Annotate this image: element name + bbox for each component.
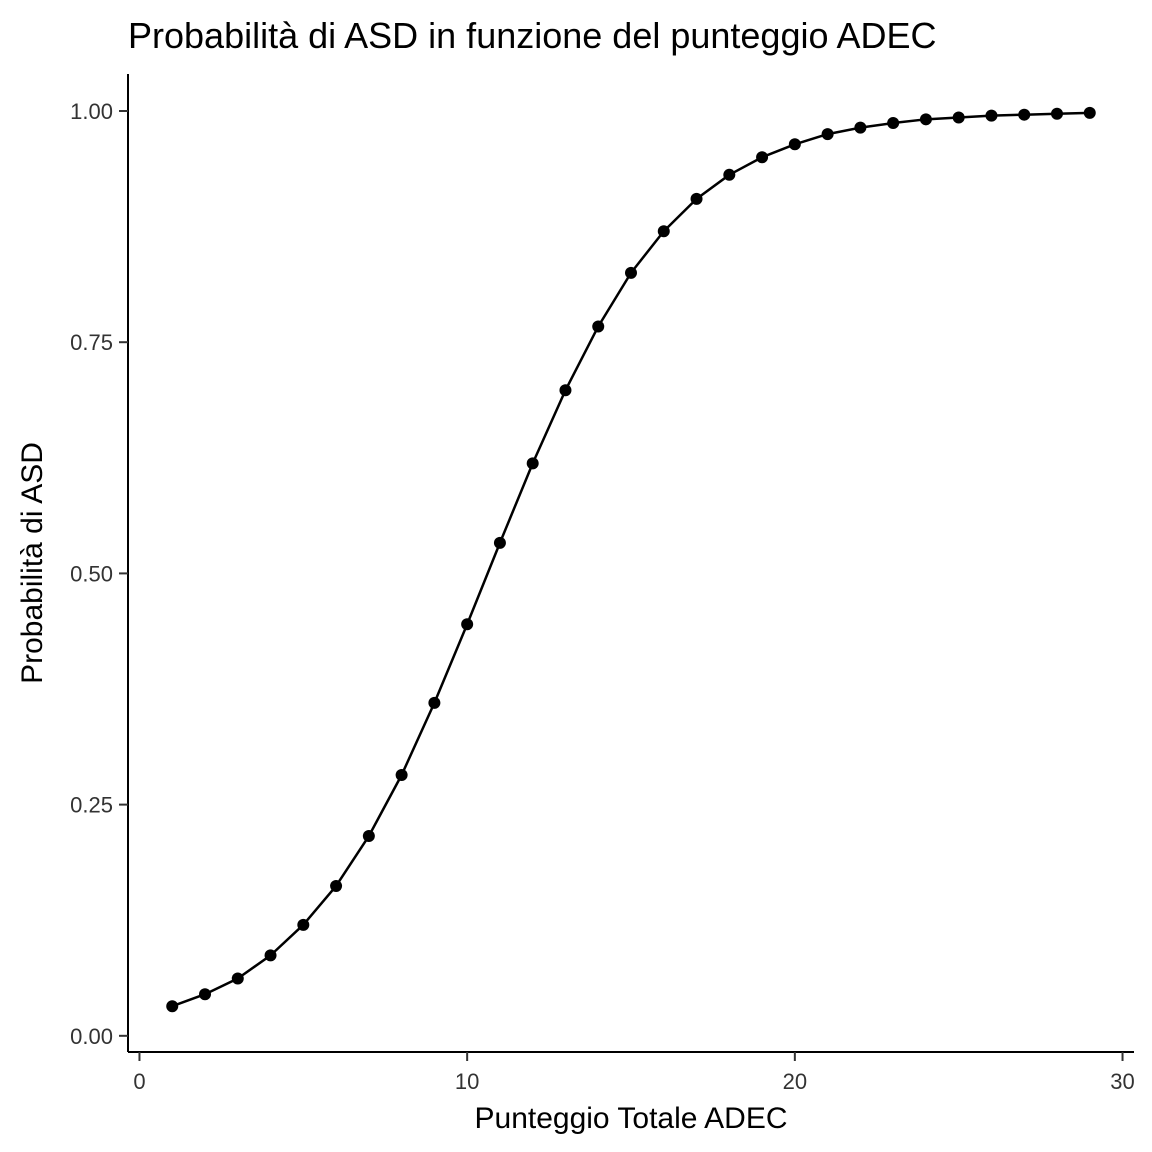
data-point	[1018, 108, 1031, 121]
x-axis-ticks: 0 10 20 30	[133, 1052, 1135, 1094]
data-point	[199, 988, 212, 1001]
y-tick-label: 0.00	[70, 1024, 113, 1049]
plot-area	[166, 106, 1096, 1013]
data-point	[428, 696, 441, 709]
data-point	[690, 192, 703, 205]
data-point	[526, 457, 539, 470]
data-point	[821, 128, 834, 141]
x-tick-label: 30	[1110, 1069, 1134, 1094]
x-tick-label: 0	[133, 1069, 145, 1094]
data-point	[756, 151, 769, 164]
data-point	[166, 1000, 179, 1013]
chart-title: Probabilità di ASD in funzione del punte…	[128, 15, 937, 56]
data-point	[1083, 106, 1096, 119]
y-tick-label: 0.50	[70, 561, 113, 586]
series-line	[171, 111, 1090, 1008]
data-point	[559, 384, 572, 397]
x-tick-label: 20	[783, 1069, 807, 1094]
y-tick-label: 0.75	[70, 330, 113, 355]
data-point	[919, 113, 932, 126]
axes	[127, 74, 1134, 1053]
data-point	[657, 225, 670, 238]
data-point	[788, 138, 801, 151]
data-point	[231, 972, 244, 985]
data-point	[985, 109, 998, 122]
data-point	[625, 266, 637, 279]
data-point	[493, 536, 506, 549]
data-point	[854, 121, 867, 134]
data-point	[1050, 107, 1063, 120]
data-point	[264, 949, 277, 962]
y-axis-title: Probabilità di ASD	[16, 442, 49, 684]
data-point	[330, 879, 343, 892]
y-axis-ticks: 0.00 0.25 0.50 0.75 1.00	[70, 99, 128, 1049]
x-tick-label: 10	[455, 1069, 479, 1094]
data-point	[592, 320, 605, 333]
data-point	[461, 618, 474, 631]
data-point	[887, 117, 900, 130]
data-point	[297, 918, 310, 931]
x-axis-title: Punteggio Totale ADEC	[475, 1102, 788, 1135]
y-tick-label: 1.00	[70, 99, 113, 124]
data-point	[952, 111, 965, 124]
y-tick-label: 0.25	[70, 793, 113, 818]
data-point	[395, 769, 408, 782]
data-point	[723, 168, 736, 181]
data-point	[362, 830, 375, 843]
